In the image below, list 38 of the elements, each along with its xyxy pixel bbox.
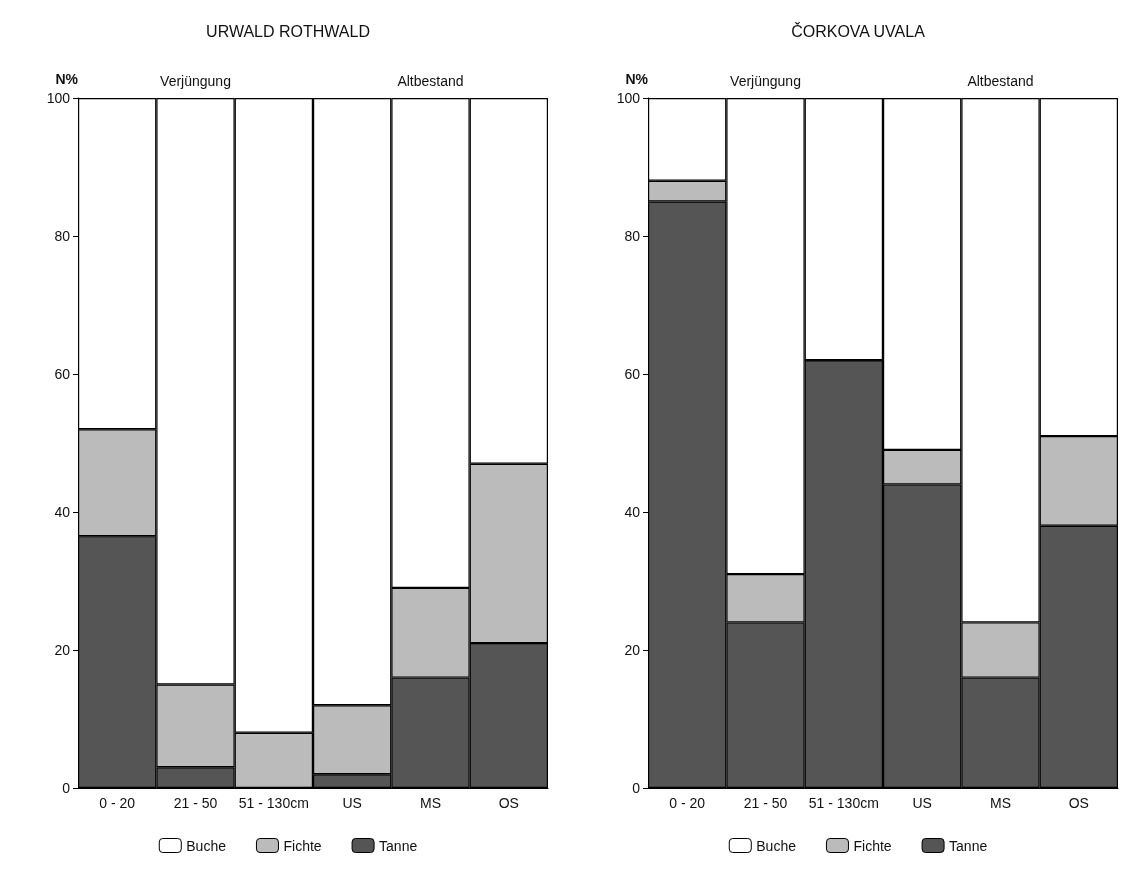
- x-tick-label: US: [912, 795, 932, 811]
- y-tick-label: 0: [62, 780, 71, 796]
- y-tick-label: 100: [46, 90, 71, 106]
- x-tick-label: 51 - 130cm: [238, 795, 309, 811]
- y-tick-label: 60: [54, 366, 71, 382]
- y-tick-label: 40: [54, 504, 71, 520]
- legend-label: Fichte: [853, 837, 892, 854]
- x-tick-label: 21 - 50: [743, 795, 788, 811]
- legend-label: Buche: [756, 837, 797, 854]
- y-tick-label: 100: [616, 90, 641, 106]
- x-tick-label: 51 - 130cm: [808, 795, 879, 811]
- text: Altbestand: [397, 73, 464, 89]
- y-tick-label: 80: [624, 228, 641, 244]
- y-tick-label: 20: [54, 642, 71, 658]
- text: Altbestand: [967, 73, 1034, 89]
- chart-title: ČORKOVA UVALA: [791, 21, 926, 40]
- y-axis-title: N%: [55, 71, 79, 87]
- y-tick-label: 40: [624, 504, 641, 520]
- x-tick-label: MS: [990, 795, 1011, 811]
- y-tick-label: 60: [624, 366, 641, 382]
- x-tick-label: US: [342, 795, 362, 811]
- x-tick-label: 0 - 20: [99, 795, 136, 811]
- x-tick-label: MS: [420, 795, 441, 811]
- x-tick-label: OS: [498, 795, 519, 811]
- y-axis-title: N%: [625, 71, 649, 87]
- legend-label: Buche: [186, 837, 227, 854]
- y-tick-label: 0: [632, 780, 641, 796]
- y-tick-label: 80: [54, 228, 71, 244]
- x-tick-label: 21 - 50: [173, 795, 218, 811]
- text: Verjüngung: [160, 73, 231, 89]
- legend-label: Tanne: [379, 837, 418, 854]
- text: Verjüngung: [730, 73, 801, 89]
- x-tick-label: 0 - 20: [669, 795, 706, 811]
- x-tick-label: OS: [1068, 795, 1089, 811]
- y-tick-label: 20: [624, 642, 641, 658]
- chart-title: URWALD ROTHWALD: [206, 22, 370, 40]
- legend-label: Tanne: [949, 837, 988, 854]
- legend-label: Fichte: [283, 837, 322, 854]
